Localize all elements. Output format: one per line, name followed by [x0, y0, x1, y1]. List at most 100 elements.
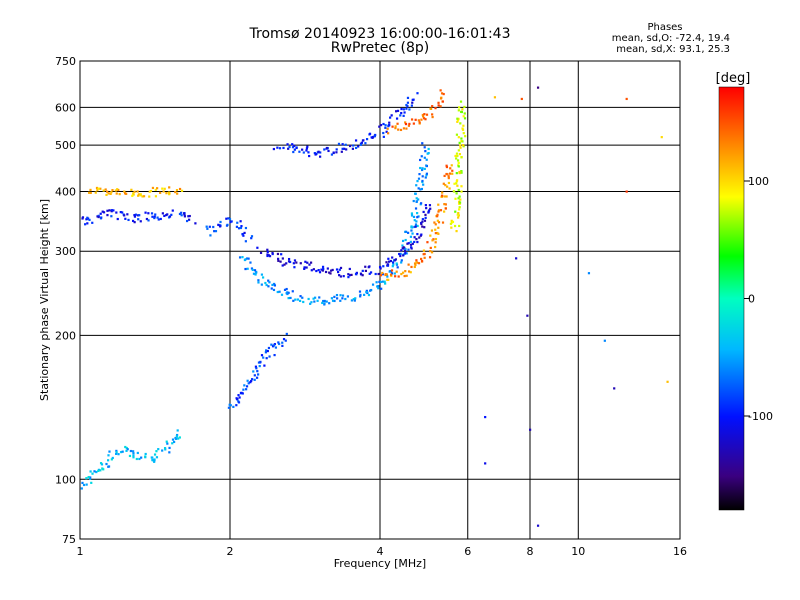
data-point	[174, 191, 177, 194]
data-point	[463, 117, 467, 120]
data-point	[445, 165, 449, 169]
data-point	[162, 190, 165, 193]
data-point	[237, 227, 241, 230]
data-point	[178, 436, 181, 439]
data-point	[442, 92, 445, 96]
data-point	[110, 458, 113, 461]
data-point	[456, 159, 460, 162]
data-point	[403, 249, 407, 253]
y-tick-label: 500	[55, 139, 76, 152]
data-point	[436, 219, 439, 222]
data-point	[405, 127, 408, 130]
data-point	[85, 483, 88, 486]
data-point	[253, 269, 257, 272]
data-point	[262, 356, 265, 359]
data-point	[412, 199, 415, 203]
data-point	[411, 98, 414, 101]
data-point	[96, 215, 99, 218]
data-point	[437, 104, 440, 107]
data-point	[410, 229, 413, 232]
data-point	[385, 261, 388, 264]
data-point	[293, 259, 297, 262]
data-point	[418, 173, 421, 176]
data-point	[410, 247, 413, 250]
data-point	[404, 238, 407, 242]
data-point	[462, 132, 465, 135]
data-point	[107, 454, 110, 457]
data-point	[424, 216, 427, 219]
data-point	[272, 288, 276, 292]
data-point	[265, 283, 268, 287]
data-point	[219, 225, 222, 228]
data-point	[291, 290, 294, 293]
data-point	[378, 280, 381, 283]
data-point	[457, 197, 460, 200]
data-point	[99, 187, 102, 190]
data-point	[99, 212, 102, 215]
data-point	[415, 237, 418, 241]
data-point	[393, 259, 397, 262]
data-point	[289, 296, 292, 300]
data-point	[455, 133, 459, 136]
data-point	[157, 448, 160, 451]
data-point	[450, 226, 453, 229]
y-tick-label: 400	[55, 185, 76, 198]
data-point	[127, 218, 130, 222]
data-point	[314, 296, 317, 299]
data-point	[416, 211, 419, 215]
data-point	[130, 188, 133, 191]
data-point	[403, 274, 406, 278]
data-point	[347, 273, 350, 276]
data-point	[437, 210, 440, 213]
data-point	[353, 299, 356, 302]
data-point	[137, 218, 140, 221]
data-point	[183, 212, 186, 215]
data-point	[457, 165, 460, 168]
data-point	[264, 351, 267, 354]
data-point	[370, 136, 373, 139]
y-tick-label: 750	[55, 55, 76, 68]
x-tick-label: 1	[77, 545, 84, 558]
data-point	[273, 343, 276, 346]
data-point	[433, 221, 436, 224]
data-point	[396, 122, 399, 125]
data-point	[410, 212, 414, 215]
colorbar: [deg] 100 0 -100	[716, 71, 773, 511]
data-point	[462, 144, 465, 147]
data-point	[153, 458, 156, 461]
colorbar-gradient	[718, 86, 745, 511]
data-point	[423, 256, 426, 259]
data-point	[161, 212, 164, 215]
data-point	[415, 200, 418, 203]
data-point	[395, 110, 398, 113]
data-point	[254, 365, 258, 368]
data-point	[429, 107, 432, 110]
data-point	[188, 214, 191, 218]
data-point	[175, 435, 178, 438]
data-point	[328, 271, 331, 274]
data-point	[256, 246, 259, 249]
data-point	[354, 139, 358, 142]
data-point	[409, 246, 413, 249]
data-point	[429, 250, 432, 253]
data-point	[102, 211, 106, 214]
data-point	[386, 263, 390, 266]
data-point	[439, 97, 443, 100]
data-point	[161, 187, 164, 190]
data-point	[361, 139, 365, 142]
data-point	[305, 147, 309, 150]
data-point	[359, 143, 363, 146]
data-point	[312, 297, 315, 300]
data-point	[445, 195, 448, 198]
data-point	[458, 208, 461, 211]
data-point	[348, 144, 352, 148]
data-point	[237, 401, 241, 404]
data-point	[156, 216, 159, 219]
data-point	[250, 379, 253, 383]
data-point	[102, 189, 105, 192]
data-point	[319, 155, 322, 158]
data-point	[392, 263, 395, 266]
data-point	[355, 271, 358, 274]
data-point	[111, 189, 114, 192]
data-point	[107, 192, 110, 195]
